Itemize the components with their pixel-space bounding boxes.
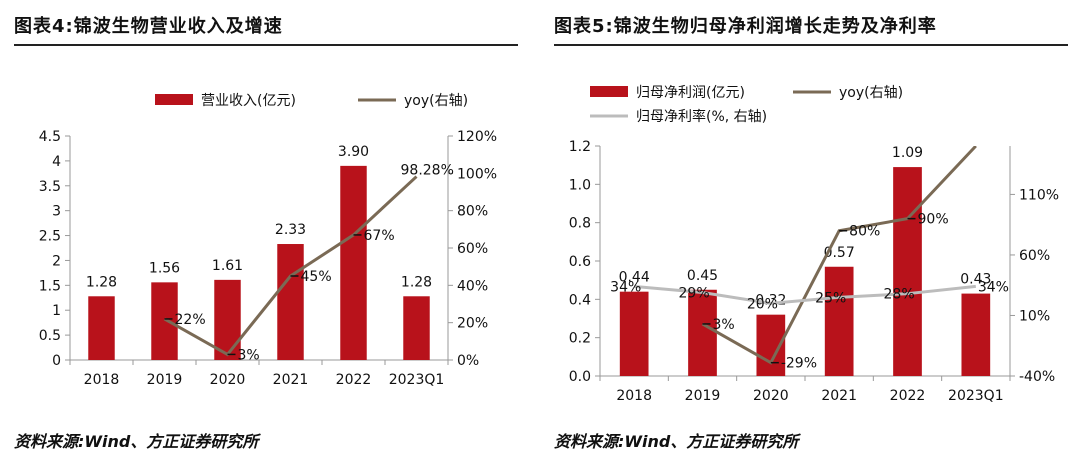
y-tick-label: 1.0 [569,177,591,193]
line-value-label: 25% [815,290,846,306]
line-value-label: 3% [713,317,735,333]
legend-swatch-bar [590,86,628,97]
y2-tick-label: 10% [1019,308,1050,324]
line-value-label: 20% [747,296,778,312]
bar [619,291,649,376]
x-tick-label: 2018 [84,372,120,388]
y2-tick-label: 60% [1019,248,1050,264]
bar-value-label: 0.32 [755,293,786,309]
series-line [634,284,976,305]
y2-tick-label: 80% [457,204,488,220]
source-note: 资料来源:Wind、方正证券研究所 [554,432,799,451]
bar-value-label: 2.33 [275,222,306,238]
legend-label: 归母净利润(亿元) [636,84,745,101]
y-tick-label: 0.8 [569,216,591,232]
legend-label: 营业收入(亿元) [201,93,296,109]
bar [961,293,991,376]
revenue-chart: 0 0.5 1 1.5 2 2.5 3 3.5 4 4.5 0% 20% 40% 60% 80% 100% 12… [39,93,497,388]
y-tick-label: 0.6 [569,254,591,270]
y2-tick-label: 20% [457,316,488,332]
source-note: 资料来源:Wind、方正证券研究所 [14,432,259,451]
y2-tick-label: -40% [1019,369,1055,385]
bar-value-label: 1.28 [401,274,432,290]
y-tick-label: 2.5 [39,229,61,245]
y-tick-label: 2 [52,253,61,269]
y-tick-label: 0.0 [569,369,591,385]
x-tick-label: 2018 [616,388,652,404]
bar [340,165,367,360]
line-value-label: 34% [978,279,1009,295]
title-divider [554,44,1068,46]
chart-title: 图表5:锦波生物归母净利润增长走势及净利率 [554,16,937,37]
line-value-label: 29% [679,285,710,301]
y2-tick-label: 0% [457,353,479,369]
y2-tick-label: 110% [1019,187,1059,203]
bar-value-label: 1.09 [892,145,923,161]
bar [688,289,717,376]
x-tick-label: 2021 [273,372,309,388]
bar [214,279,241,360]
bar [403,296,430,360]
legend-swatch-bar [155,94,193,105]
bar-value-label: 0.43 [960,272,991,288]
bar-value-label: 0.44 [619,270,650,286]
line-value-label: 67% [364,228,395,244]
y-tick-label: 1.5 [39,278,61,294]
x-tick-label: 2023Q1 [389,372,445,388]
y-tick-label: 4 [52,154,61,170]
line-value-label: 45% [301,269,332,285]
x-tick-label: 2019 [147,372,183,388]
line-value-label: -29% [781,356,817,372]
y-tick-label: 3.5 [39,179,61,195]
chart-panel-net-profit: 图表5:锦波生物归母净利润增长走势及净利率 0.0 0.2 0.4 0.6 0.8 1.0… [540,0,1080,463]
y-tick-label: 0 [52,353,61,369]
y-tick-label: 1.2 [569,139,591,155]
bar [824,266,854,376]
bar-value-label: 1.61 [212,258,243,274]
line-value-label: 90% [918,212,949,228]
y-tick-label: 1 [52,303,61,319]
x-tick-label: 2022 [336,372,372,388]
legend-label: 归母净利率(%, 右轴) [636,108,767,125]
line-value-label: 22% [175,312,206,328]
bar-value-label: 3.90 [338,144,369,160]
line-value-label: 34% [610,279,641,295]
legend-label: yoy(右轴) [839,85,903,101]
x-tick-label: 2020 [210,372,246,388]
y2-tick-label: 40% [457,278,488,294]
bar-value-label: 0.45 [687,268,718,284]
legend-label: yoy(右轴) [404,93,468,109]
line-value-label: 3% [238,347,260,363]
bar [151,282,178,360]
y-tick-label: 0.2 [569,331,591,347]
x-tick-label: 2022 [890,388,926,404]
y2-tick-label: 100% [457,166,497,182]
x-tick-label: 2020 [753,388,789,404]
y-tick-label: 3 [52,204,61,220]
title-divider [14,44,518,46]
line-value-label: 98.28% [401,163,454,179]
net-profit-chart: 0.0 0.2 0.4 0.6 0.8 1.0 1.2 -40% 10% 60% 110% 2018 2… [569,84,1059,404]
chart-panel-revenue: 图表4:锦波生物营业收入及增速 0 0.5 1 1.5 2 2.5 3 3.5 4 4.5 0% 20… [0,0,530,463]
x-tick-label: 2019 [685,388,721,404]
line-value-label: 28% [884,287,915,303]
x-tick-label: 2021 [821,388,857,404]
x-tick-label: 2023Q1 [948,388,1004,404]
bar [893,167,922,376]
bar [88,296,115,360]
bar [277,244,304,360]
chart-title: 图表4:锦波生物营业收入及增速 [14,16,283,37]
y-tick-label: 0.4 [569,292,591,308]
bar-value-label: 1.56 [149,260,180,276]
y2-tick-label: 120% [457,129,497,145]
line-value-label: 80% [849,224,880,240]
y-tick-label: 0.5 [39,328,61,344]
y2-tick-label: 60% [457,241,488,257]
bar-value-label: 1.28 [86,274,117,290]
y-tick-label: 4.5 [39,129,61,145]
